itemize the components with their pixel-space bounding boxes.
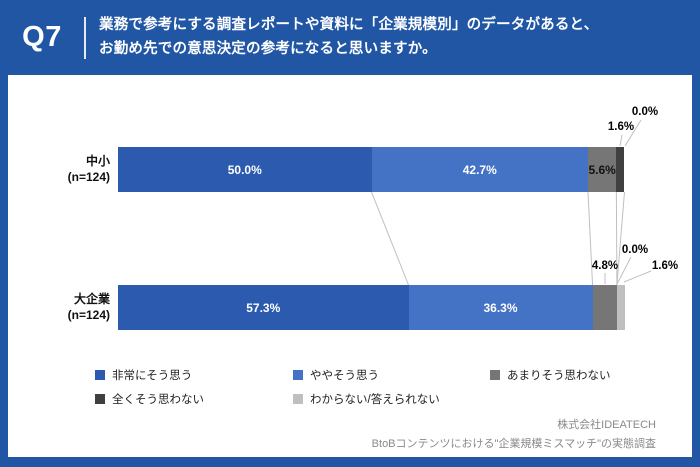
bar-segment: [118, 285, 409, 330]
question-number: Q7: [22, 21, 62, 53]
legend-swatch: [490, 370, 500, 380]
data-label: 57.3%: [246, 300, 281, 315]
bar-segment: [616, 147, 625, 192]
legend-swatch: [293, 394, 303, 404]
legend-label: 全くそう思わない: [112, 394, 204, 406]
legend-item: 全くそう思わない: [95, 391, 293, 407]
legend-item: あまりそう思わない: [490, 367, 670, 383]
data-label: 42.7%: [462, 162, 497, 177]
category-label: 中小 (n=124): [67, 154, 110, 184]
legend-item: わからない/答えられない: [293, 391, 490, 407]
question-header: Q7 業務で参考にする調査レポートや資料に「企業規模別」のデータがあると、 お勤…: [0, 0, 700, 75]
data-label-callout: 1.6%: [651, 260, 679, 272]
legend-item: ややそう思う: [293, 367, 490, 383]
data-label-callout: 4.8%: [591, 260, 619, 272]
legend-label: 非常にそう思う: [112, 370, 193, 382]
question-line-1: 業務で参考にする調査レポートや資料に「企業規模別」のデータがあると、: [99, 17, 599, 34]
chart-card: 中小 (n=124) 50.0% 42.7% 5.6% 1.6% 0.0% 大企業 (n=1…: [8, 75, 692, 457]
source-credit: 株式会社IDEATECH BtoBコンテンツにおける"企業規模ミスマッチ"の実態…: [372, 416, 656, 453]
legend-swatch: [293, 370, 303, 380]
legend-item: 非常にそう思う: [95, 367, 293, 383]
data-label-callout: 0.0%: [631, 106, 659, 118]
bar-segment: [118, 147, 372, 192]
legend-label: あまりそう思わない: [507, 370, 611, 382]
data-label: 36.3%: [483, 300, 518, 315]
bar-segment: [592, 285, 617, 330]
survey-title: BtoBコンテンツにおける"企業規模ミスマッチ"の実態調査: [371, 437, 656, 450]
bar-segment: [408, 285, 593, 330]
legend-label: わからない/答えられない: [310, 394, 440, 406]
data-label: 50.0%: [227, 162, 262, 177]
data-label: 5.6%: [588, 162, 616, 177]
data-label-callout: 0.0%: [621, 244, 649, 256]
category-label: 大企業 (n=124): [67, 292, 110, 322]
data-label-callout: 1.6%: [607, 121, 635, 133]
bar-segment: [616, 285, 625, 330]
legend-swatch: [95, 394, 105, 404]
bar-segment: [587, 147, 617, 192]
stacked-bar-chart: 中小 (n=124) 50.0% 42.7% 5.6% 1.6% 0.0% 大企業 (n=1…: [8, 75, 692, 365]
header-divider: [84, 16, 86, 59]
bar-segment: [371, 147, 588, 192]
chart-legend: 非常にそう思う ややそう思う あまりそう思わない全くそう思わない わからない/答えられ…: [95, 367, 670, 407]
question-text: 業務で参考にする調査レポートや資料に「企業規模別」のデータがあると、 お勤め先で…: [99, 14, 598, 61]
legend-label: ややそう思う: [310, 370, 379, 382]
legend-swatch: [95, 370, 105, 380]
question-line-2: お勤め先での意思決定の参考になると思いますか。: [99, 40, 437, 57]
company-name: 株式会社IDEATECH: [557, 419, 656, 431]
